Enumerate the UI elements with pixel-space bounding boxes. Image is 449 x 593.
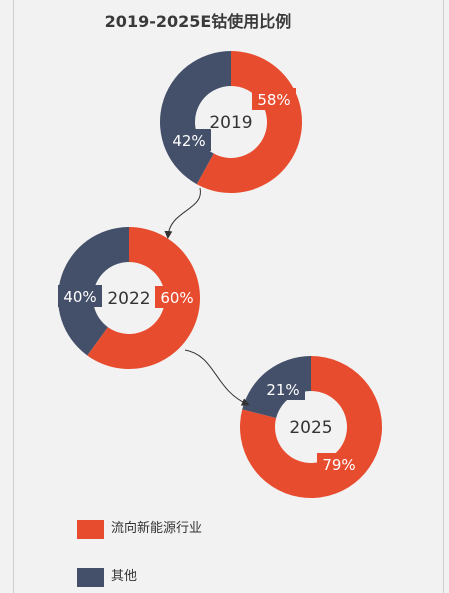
frame-left-border <box>13 0 14 593</box>
chart-title: 2019-2025E钴使用比例 <box>105 12 292 31</box>
donut-2025-center-label: 2025 <box>289 418 332 438</box>
legend-swatch-other <box>77 568 104 587</box>
donut-2022-label-bg-other <box>58 285 102 307</box>
arrow-2019-to-2022 <box>164 187 201 239</box>
donut-2019-center-label: 2019 <box>209 113 252 133</box>
legend-swatch-new-energy <box>77 520 104 539</box>
legend-label-new-energy: 流向新能源行业 <box>111 520 202 536</box>
donut-2025-pct-label-new-energy: 79% <box>322 456 355 474</box>
donut-2025-label-bg-other <box>261 378 305 400</box>
legend-label-other: 其他 <box>111 569 137 584</box>
arrow-2022-to-2025 <box>184 349 250 406</box>
donut-2019-label-bg-other <box>167 129 211 151</box>
donut-2019-pct-label-new-energy: 58% <box>257 91 290 109</box>
donut-2019-slice-new-energy <box>196 51 302 193</box>
donut-2022-pct-label-new-energy: 60% <box>160 289 193 307</box>
donut-2022-label-bg-new-energy <box>155 286 199 308</box>
donut-2022-pct-label-other: 40% <box>63 288 96 306</box>
donut-2022-slice-new-energy <box>87 227 200 369</box>
frame-right-border <box>443 0 444 593</box>
donut-2019-label-bg-new-energy <box>252 88 296 110</box>
donut-2022-center-label: 2022 <box>107 289 150 309</box>
donut-2025-pct-label-other: 21% <box>266 381 299 399</box>
donut-2019-pct-label-other: 42% <box>172 132 205 150</box>
donut-2025-label-bg-new-energy <box>317 453 361 475</box>
